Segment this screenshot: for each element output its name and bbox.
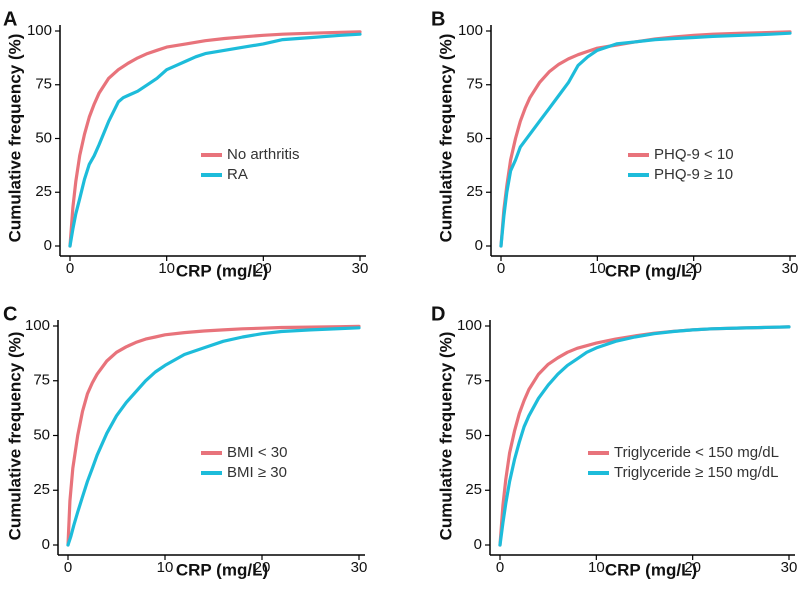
y-axis-title: Cumulative frequency (%) <box>5 34 24 243</box>
legend-label-1: PHQ-9 < 10 <box>654 146 734 163</box>
legend-label-2: PHQ-9 ≥ 10 <box>654 166 733 183</box>
legend-label-2: RA <box>227 166 248 183</box>
x-tick-label: 20 <box>685 260 702 277</box>
y-tick-label: 50 <box>35 129 52 146</box>
panel-c: C 0 25 50 75 100 0 10 20 30 CRP (mg/L) Cumulative f… <box>3 303 367 579</box>
series-line-1 <box>68 30 362 248</box>
series-line-2 <box>66 326 361 547</box>
y-tick-label: 25 <box>465 481 482 498</box>
x-tick-label: 20 <box>255 260 272 277</box>
legend-label-2: BMI ≥ 30 <box>227 464 287 481</box>
series-line-1 <box>498 325 791 547</box>
x-tick-label: 10 <box>589 260 606 277</box>
y-tick-label: 0 <box>475 237 483 254</box>
x-tick-label: 10 <box>158 260 175 277</box>
x-tick-label: 0 <box>496 559 504 576</box>
y-tick-label: 75 <box>466 76 483 93</box>
panel-label: C <box>3 303 17 325</box>
legend-label-1: Triglyceride < 150 mg/dL <box>614 444 779 461</box>
y-tick-label: 0 <box>44 237 52 254</box>
x-tick-label: 10 <box>157 559 174 576</box>
legend: BMI < 30 BMI ≥ 30 <box>201 444 287 481</box>
x-axis-title: CRP (mg/L) <box>605 560 697 579</box>
panel-label: D <box>431 303 445 325</box>
x-axis-title: CRP (mg/L) <box>605 261 697 280</box>
panel-d: D 0 25 50 75 100 0 10 20 30 CRP (mg/L) Cumulative f… <box>431 303 797 579</box>
y-axis-title: Cumulative frequency (%) <box>5 332 24 541</box>
legend: PHQ-9 < 10 PHQ-9 ≥ 10 <box>628 146 734 183</box>
x-axis-title: CRP (mg/L) <box>176 261 268 280</box>
panel-label: B <box>431 8 445 30</box>
panel-a: A 0 25 50 75 100 0 10 20 30 CRP (mg/L) Cumulative f… <box>3 8 368 280</box>
legend-label-1: No arthritis <box>227 146 300 163</box>
x-tick-label: 30 <box>781 559 798 576</box>
y-tick-label: 75 <box>33 372 50 389</box>
x-tick-label: 0 <box>66 260 74 277</box>
y-axis-title: Cumulative frequency (%) <box>436 34 455 243</box>
legend-label-1: BMI < 30 <box>227 444 287 461</box>
y-tick-label: 50 <box>465 426 482 443</box>
y-tick-label: 25 <box>33 481 50 498</box>
series-line-2 <box>498 325 791 547</box>
x-axis-title: CRP (mg/L) <box>176 560 268 579</box>
y-tick-label: 0 <box>474 536 482 553</box>
y-tick-label: 0 <box>42 536 50 553</box>
x-tick-label: 30 <box>352 260 369 277</box>
series-line-2 <box>68 32 362 248</box>
series-line-1 <box>66 324 361 547</box>
legend: No arthritis RA <box>201 146 300 183</box>
panel-b: B 0 25 50 75 100 0 10 20 30 CRP (mg/L) Cumulative f… <box>431 8 798 280</box>
legend: Triglyceride < 150 mg/dL Triglyceride ≥ 1… <box>588 444 779 481</box>
y-tick-label: 50 <box>33 426 50 443</box>
x-tick-label: 0 <box>64 559 72 576</box>
legend-label-2: Triglyceride ≥ 150 mg/dL <box>614 464 778 481</box>
x-tick-label: 10 <box>588 559 605 576</box>
x-tick-label: 20 <box>684 559 701 576</box>
y-tick-label: 75 <box>35 76 52 93</box>
y-tick-label: 100 <box>458 22 483 39</box>
y-tick-label: 25 <box>466 183 483 200</box>
x-tick-label: 0 <box>497 260 505 277</box>
x-tick-label: 30 <box>351 559 368 576</box>
x-tick-label: 20 <box>254 559 271 576</box>
series-line-1 <box>499 30 792 248</box>
y-tick-label: 50 <box>466 129 483 146</box>
y-tick-label: 75 <box>465 372 482 389</box>
panel-label: A <box>3 8 17 30</box>
x-tick-label: 30 <box>782 260 799 277</box>
series-line-2 <box>499 31 792 248</box>
y-axis-title: Cumulative frequency (%) <box>436 332 455 541</box>
y-tick-label: 100 <box>25 317 50 334</box>
y-tick-label: 100 <box>27 22 52 39</box>
y-tick-label: 100 <box>457 317 482 334</box>
y-tick-label: 25 <box>35 183 52 200</box>
